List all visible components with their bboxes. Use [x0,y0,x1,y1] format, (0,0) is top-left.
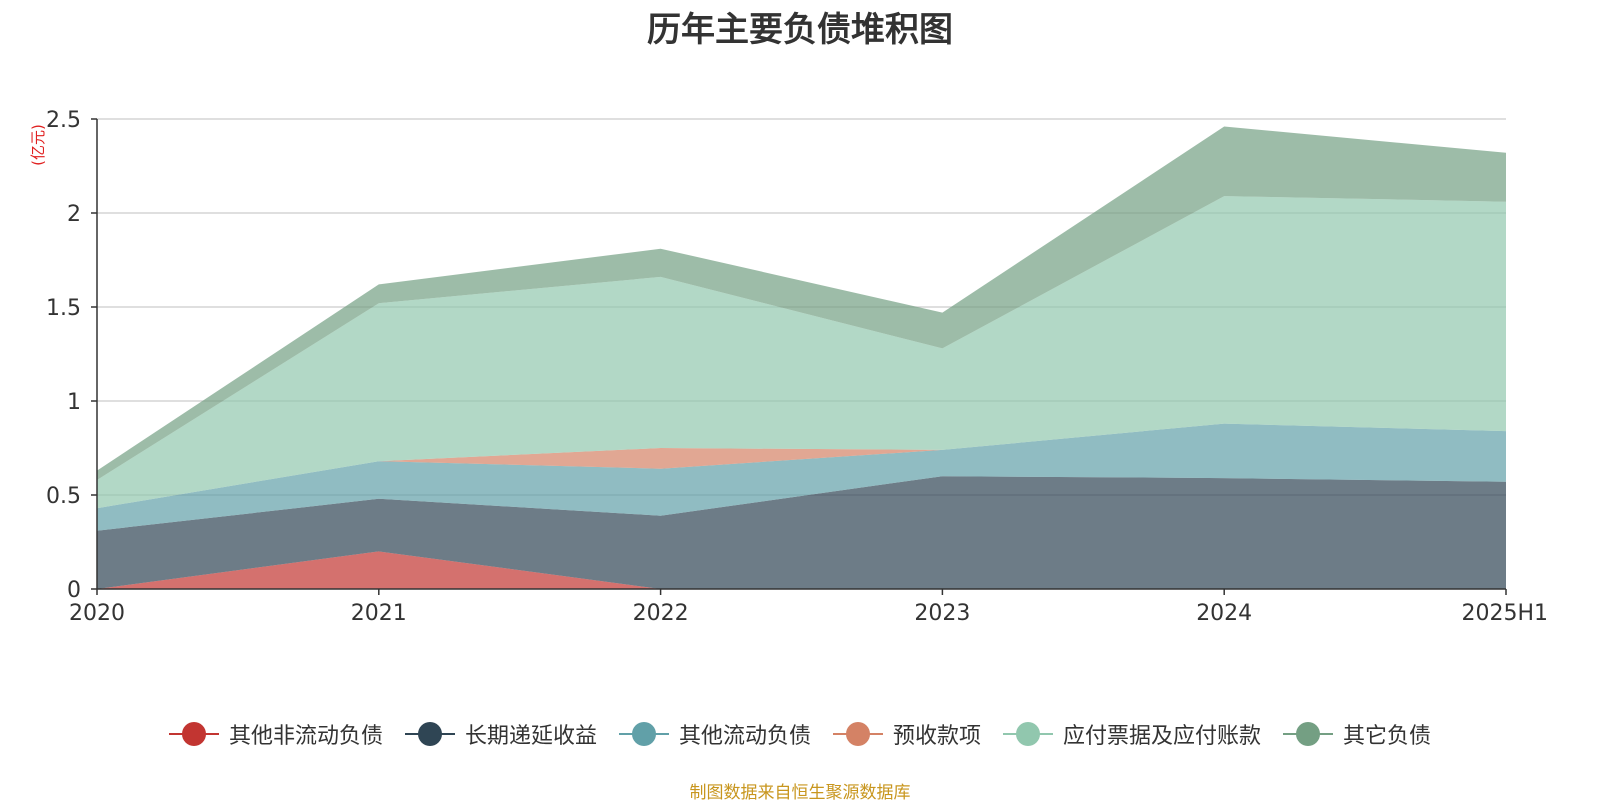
source-note: 制图数据来自恒生聚源数据库 [689,783,911,803]
legend-item[interactable]: 长期递延收益 [404,718,597,750]
x-tick-label: 2024 [1196,601,1252,626]
legend-label: 其它负债 [1343,724,1432,749]
legend-marker-icon [1003,722,1054,746]
legend-item[interactable]: 其他流动负债 [618,718,811,750]
chart-title: 历年主要负债堆积图 [647,10,953,50]
legend-item[interactable]: 预收款项 [833,718,981,750]
y-tick-label: 2 [67,202,81,227]
legend-marker-icon [1283,722,1334,746]
area-series [97,126,1506,480]
area-series [97,196,1506,509]
legend-label: 应付票据及应付账款 [1063,724,1262,749]
x-tick-label: 2025H1 [1461,601,1548,626]
legend: 其他非流动负债 长期递延收益 其他流动负债 预收款项 应付票据及应付账款 其它负债 [0,718,1600,750]
area-series [97,476,1506,589]
area-layer [97,126,1506,589]
y-axis-unit-label: (亿元) [29,124,47,166]
y-tick-label: 1.5 [46,296,81,321]
legend-label: 长期递延收益 [464,724,597,749]
area-series [97,423,1506,531]
y-tick-label: 0 [67,578,81,603]
legend-marker-icon [404,722,455,746]
x-tick-label: 2023 [914,601,970,626]
area-series [97,551,1506,589]
legend-item[interactable]: 其他非流动负债 [168,718,383,750]
y-tick-label: 1 [67,390,81,415]
legend-marker-icon [618,722,669,746]
x-tick-label: 2021 [351,601,407,626]
x-tick-label: 2020 [69,601,125,626]
legend-marker-icon [833,722,883,746]
legend-marker-icon [168,722,219,746]
legend-label: 其他非流动负债 [228,724,383,749]
axis-layer: 0 0.5 1 1.5 2 2.5 2020 2021 2022 2023 2024 2025H1 [46,108,1548,626]
x-tick-label: 2022 [633,601,689,626]
legend-item[interactable]: 应付票据及应付账款 [1003,718,1261,750]
y-tick-label: 0.5 [46,484,81,509]
legend-label: 预收款项 [893,724,982,749]
y-tick-label: 2.5 [46,108,81,133]
legend-item[interactable]: 其它负债 [1283,718,1431,750]
legend-label: 其他流动负债 [678,724,811,749]
